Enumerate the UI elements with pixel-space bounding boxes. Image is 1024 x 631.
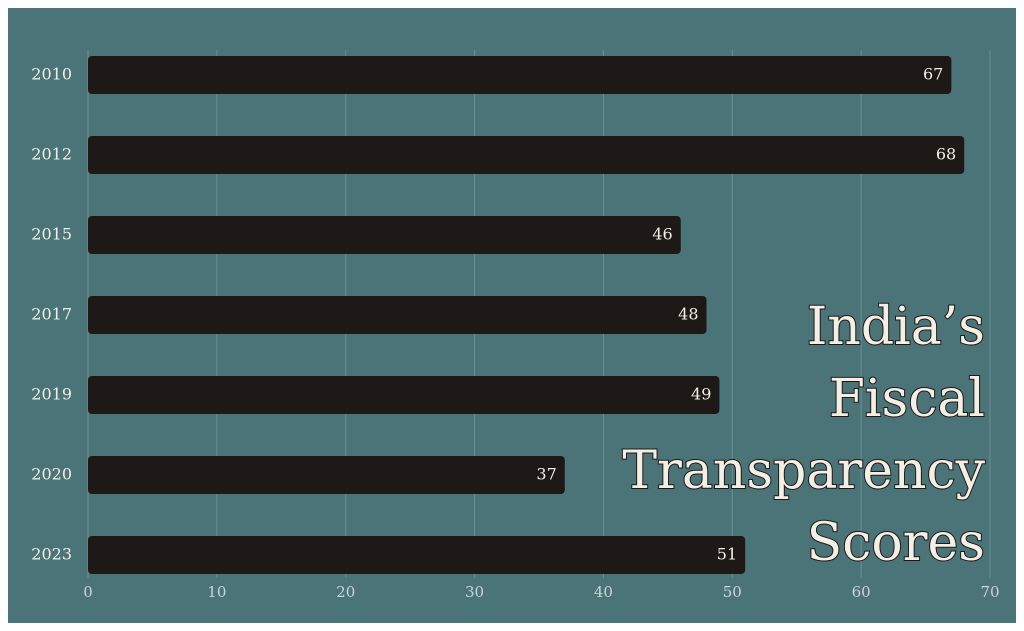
- x-tick-label: 50: [723, 583, 742, 601]
- value-label: 48: [678, 305, 698, 324]
- value-label: 67: [923, 65, 943, 84]
- title-line: Scores: [807, 513, 985, 573]
- value-label: 51: [717, 545, 737, 564]
- bar: [88, 296, 707, 334]
- bar: [88, 56, 952, 94]
- title-line: India’s: [807, 297, 985, 357]
- title-line: Transparency: [622, 441, 985, 501]
- y-tick-label: 2010: [31, 65, 72, 84]
- bar: [88, 376, 720, 414]
- x-tick-label: 0: [83, 583, 93, 601]
- bar: [88, 216, 681, 254]
- chart-title: India’s Fiscal Transparency Scores: [622, 297, 985, 573]
- value-label: 46: [652, 225, 672, 244]
- y-tick-label: 2017: [31, 305, 72, 324]
- bar: [88, 536, 746, 574]
- y-tick-label: 2020: [31, 465, 72, 484]
- y-tick-label: 2015: [31, 225, 72, 244]
- x-tick-label: 10: [207, 583, 226, 601]
- value-label: 68: [936, 145, 956, 164]
- x-tick-label: 20: [336, 583, 355, 601]
- title-line: Fiscal: [829, 369, 985, 429]
- bar: [88, 136, 965, 174]
- value-label: 49: [691, 385, 711, 404]
- y-tick-label: 2012: [31, 145, 72, 164]
- x-tick-label: 70: [980, 583, 999, 601]
- x-tick-label: 60: [852, 583, 871, 601]
- bar: [88, 456, 565, 494]
- x-tick-label: 30: [465, 583, 484, 601]
- y-tick-label: 2019: [31, 385, 72, 404]
- x-tick-label: 40: [594, 583, 613, 601]
- value-label: 37: [536, 465, 556, 484]
- y-tick-label: 2023: [31, 545, 72, 564]
